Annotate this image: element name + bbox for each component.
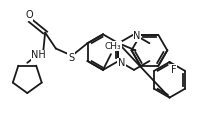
Text: NH: NH <box>31 50 46 60</box>
Text: CH₃: CH₃ <box>105 42 121 51</box>
Text: S: S <box>68 53 74 63</box>
Text: N: N <box>118 58 125 68</box>
Text: F: F <box>171 65 176 75</box>
Text: N: N <box>133 31 141 41</box>
Text: O: O <box>25 10 33 20</box>
